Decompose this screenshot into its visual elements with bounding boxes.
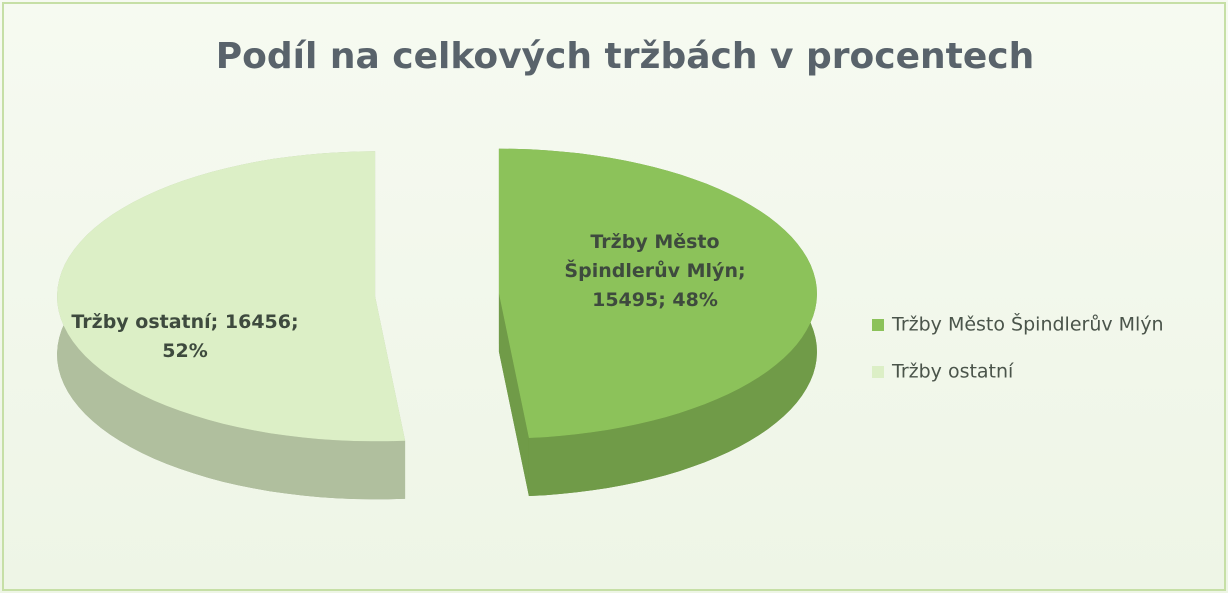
slice-group (57, 151, 406, 500)
pie-slice (57, 151, 406, 442)
legend-swatch (872, 319, 884, 331)
legend-label: Tržby Město Špindlerův Mlýn (891, 312, 1164, 336)
data-label: Tržby Město Špindlerův Mlýn; 15495; 48% (564, 231, 746, 311)
chart-title: Podíl na celkových tržbách v procentech (216, 36, 1035, 77)
legend-label: Tržby ostatní (891, 361, 1014, 383)
legend-swatch (872, 366, 884, 378)
slice-group (498, 148, 817, 497)
pie-slice (498, 148, 817, 438)
data-label: Tržby ostatní; 16456; 52% (71, 311, 299, 362)
slice-cut-face (498, 293, 529, 497)
